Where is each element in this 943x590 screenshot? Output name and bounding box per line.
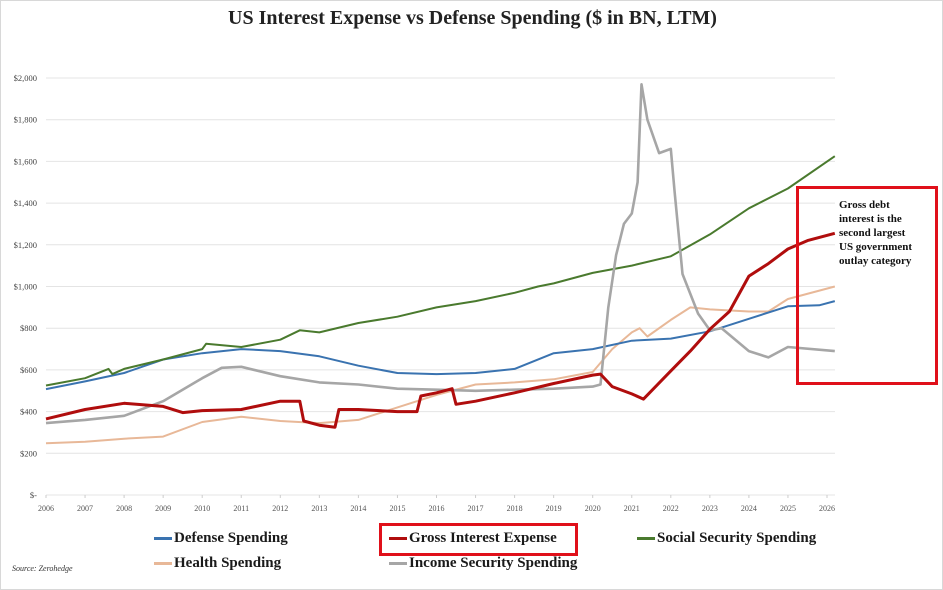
x-tick-label: 2015 (389, 504, 405, 513)
x-tick-label: 2018 (507, 504, 523, 513)
annotation-line: US government (839, 241, 913, 253)
y-tick-label: $600 (20, 365, 37, 375)
annotation-text: Gross debt interest is the second larges… (839, 198, 912, 268)
annotation-line: outlay category (839, 255, 912, 267)
legend-swatch (389, 562, 407, 565)
x-tick-label: 2017 (468, 504, 484, 513)
series-line-gross-interest-expense (45, 231, 836, 429)
annotation-line: second largest (839, 227, 906, 239)
x-tick-label: 2006 (38, 504, 54, 513)
annotation-line: Gross debt (839, 199, 890, 211)
x-tick-label: 2011 (233, 504, 249, 513)
x-tick-label: 2010 (194, 504, 210, 513)
legend-highlight-box (379, 523, 578, 556)
x-tick-label: 2014 (350, 504, 366, 513)
legend-swatch (637, 537, 655, 540)
series-line-defense-spending (45, 300, 836, 391)
legend-item-income-security: Income Security Spending (389, 555, 577, 572)
y-tick-label: $400 (20, 407, 37, 417)
y-tick-label: $1,200 (14, 240, 37, 250)
y-tick-label: $1,800 (14, 115, 37, 125)
legend-label: Gross Interest Expense (409, 530, 557, 546)
x-tick-label: 2009 (155, 504, 171, 513)
x-tick-label: 2026 (819, 504, 835, 513)
legend-swatch (389, 537, 407, 540)
y-tick-label: $- (30, 490, 37, 500)
y-tick-label: $200 (20, 448, 37, 458)
x-tick-label: 2016 (429, 504, 445, 513)
x-tick-label: 2025 (780, 504, 796, 513)
annotation-highlight-box (796, 186, 938, 385)
legend-item-defense: Defense Spending (154, 530, 288, 547)
x-tick-label: 2022 (663, 504, 679, 513)
annotation-line: interest is the (839, 213, 902, 225)
legend-swatch (154, 537, 172, 540)
y-tick-label: $2,000 (14, 73, 37, 83)
series-line-health-spending (45, 285, 836, 445)
y-tick-label: $1,400 (14, 198, 37, 208)
y-tick-label: $1,000 (14, 282, 37, 292)
x-tick-label: 2023 (702, 504, 718, 513)
x-tick-label: 2013 (311, 504, 327, 513)
x-tick-label: 2012 (272, 504, 288, 513)
legend-label: Defense Spending (174, 530, 288, 546)
x-tick-label: 2020 (585, 504, 601, 513)
legend-item-health: Health Spending (154, 555, 281, 572)
series-line-income-security-spending (45, 83, 835, 425)
y-tick-label: $800 (20, 323, 37, 333)
legend-swatch (154, 562, 172, 565)
x-tick-label: 2019 (546, 504, 562, 513)
legend-item-interest: Gross Interest Expense (389, 530, 557, 547)
x-tick-label: 2008 (116, 504, 132, 513)
legend-label: Income Security Spending (409, 555, 578, 571)
x-tick-label: 2024 (741, 504, 757, 513)
x-tick-label: 2007 (77, 504, 93, 513)
legend-label: Health Spending (174, 555, 282, 571)
legend-item-social-security: Social Security Spending (637, 530, 816, 547)
legend-label: Social Security Spending (657, 530, 817, 546)
chart-title: US Interest Expense vs Defense Spending … (228, 7, 717, 29)
source-note: Source: Zerohedge (12, 564, 73, 573)
y-tick-label: $1,600 (14, 156, 37, 166)
x-tick-label: 2021 (624, 504, 640, 513)
series-line-social-security-spending (45, 155, 836, 387)
